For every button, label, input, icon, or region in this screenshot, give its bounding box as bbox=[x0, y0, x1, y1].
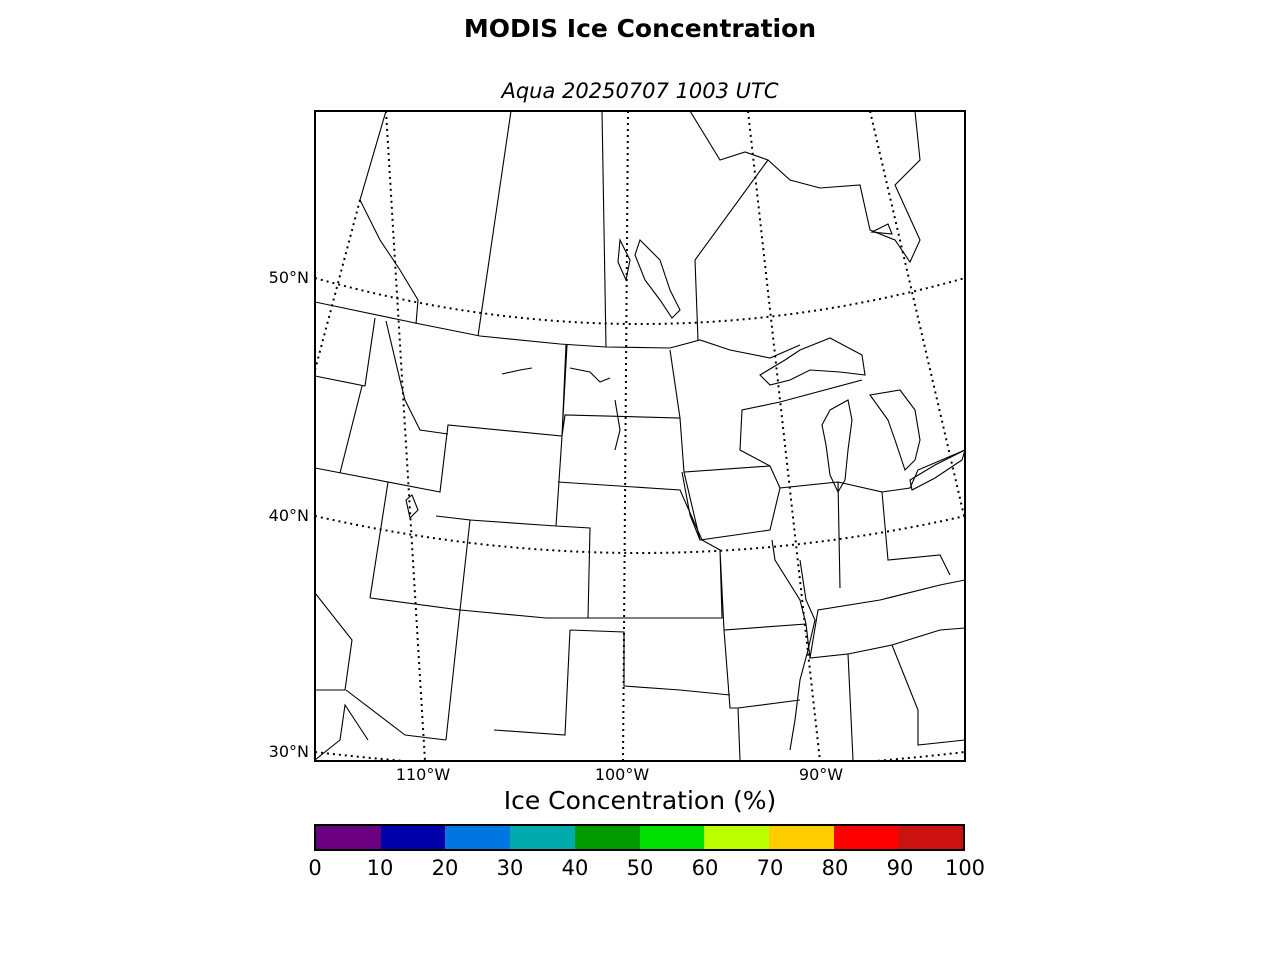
meridian-80w bbox=[869, 111, 965, 521]
colorbar-segment-8 bbox=[833, 826, 899, 849]
colorbar bbox=[314, 824, 965, 851]
meridian-90w bbox=[747, 111, 821, 761]
colorbar-segment-4 bbox=[574, 826, 640, 849]
colorbar-tick-label: 80 bbox=[821, 856, 849, 880]
parallel-50n bbox=[315, 277, 965, 325]
missouri-river bbox=[614, 399, 621, 451]
colorbar-tick-label: 40 bbox=[561, 856, 589, 880]
colorbar-segment-7 bbox=[768, 826, 834, 849]
parallel-40n bbox=[315, 515, 965, 554]
colorbar-tick-label: 0 bbox=[308, 856, 322, 880]
lon-label-90w: 90°W bbox=[798, 765, 844, 784]
meridian-100w bbox=[622, 111, 629, 761]
lon-label-100w: 100°W bbox=[594, 765, 650, 784]
state-lines-west bbox=[315, 317, 965, 761]
colorbar-label: Ice Concentration (%) bbox=[503, 786, 777, 815]
mississippi-river bbox=[789, 559, 816, 751]
lake-manitoba bbox=[617, 238, 631, 282]
colorbar-tick-label: 90 bbox=[886, 856, 914, 880]
colorbar-tick-label: 60 bbox=[691, 856, 719, 880]
province-boundary-sk-mb bbox=[601, 111, 607, 348]
lat-label-30n: 30°N bbox=[268, 742, 309, 761]
colorbar-segment-0 bbox=[316, 826, 381, 849]
lake-superior bbox=[759, 337, 866, 386]
colorbar-tick-label: 10 bbox=[366, 856, 394, 880]
lake-winnipeg bbox=[634, 238, 681, 319]
figure-subtitle: Aqua 20250707 1003 UTC bbox=[501, 79, 779, 103]
colorbar-segment-5 bbox=[639, 826, 705, 849]
province-boundary-mb-on bbox=[694, 159, 769, 341]
colorbar-tick-label: 30 bbox=[496, 856, 524, 880]
colorbar-segment-2 bbox=[445, 826, 511, 849]
james-bay-coast bbox=[870, 223, 893, 235]
lat-label-50n: 50°N bbox=[268, 268, 309, 287]
meridian-120w bbox=[315, 199, 361, 371]
colorbar-tick-label: 50 bbox=[626, 856, 654, 880]
figure-title: MODIS Ice Concentration bbox=[463, 14, 817, 43]
lon-label-110w: 110°W bbox=[395, 765, 451, 784]
colorbar-segment-1 bbox=[380, 826, 446, 849]
us-canada-border bbox=[315, 301, 801, 359]
province-boundary-ab-sk bbox=[477, 111, 512, 337]
lake-huron bbox=[869, 389, 921, 472]
great-salt-lake bbox=[405, 494, 419, 520]
map-frame bbox=[314, 110, 966, 762]
province-boundary-bc-ab bbox=[359, 111, 419, 325]
colorbar-tick-label: 70 bbox=[756, 856, 784, 880]
fort-peck-lake bbox=[501, 367, 533, 375]
hudson-bay-coast bbox=[689, 111, 921, 264]
lat-label-40n: 40°N bbox=[268, 506, 309, 525]
lake-erie bbox=[909, 449, 965, 491]
colorbar-segment-6 bbox=[704, 826, 769, 849]
meridian-110w bbox=[385, 111, 426, 761]
colorbar-tick-label: 20 bbox=[431, 856, 459, 880]
lake-sakakawea bbox=[569, 367, 611, 383]
colorbar-tick-label: 100 bbox=[944, 856, 986, 880]
lake-michigan bbox=[821, 399, 853, 494]
colorbar-segment-3 bbox=[510, 826, 575, 849]
colorbar-segment-9 bbox=[898, 826, 964, 849]
